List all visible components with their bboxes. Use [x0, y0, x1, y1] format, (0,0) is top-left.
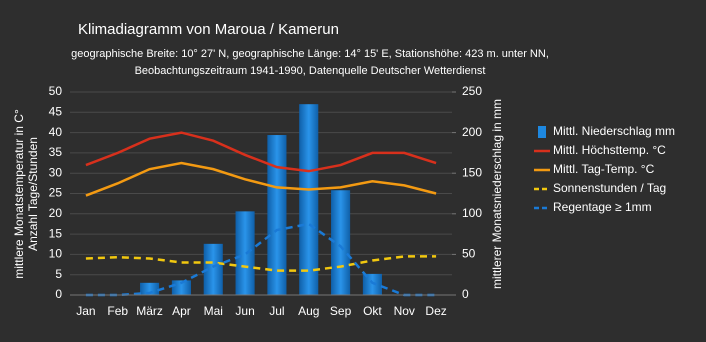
x-tick-label: Aug — [298, 304, 319, 318]
line — [85, 161, 437, 197]
bar — [171, 280, 191, 295]
y2-tick-label: 0 — [462, 287, 469, 301]
x-tick-label: Feb — [107, 304, 128, 318]
y2-axis-label: mittlerer Monatsniederschlag in mm — [490, 99, 504, 289]
bar — [362, 273, 382, 295]
chart-title: Klimadiagramm von Maroua / Kamerun — [78, 21, 339, 38]
y2-tick-label: 150 — [462, 165, 482, 179]
bar — [331, 190, 351, 295]
y-tick-label: 45 — [49, 104, 63, 118]
y2-tick-label: 50 — [462, 247, 476, 261]
bar — [299, 104, 319, 296]
y-tick-label: 0 — [55, 287, 62, 301]
x-tick-label: Mai — [204, 304, 223, 318]
x-tick-label: Dez — [425, 304, 446, 318]
x-tick-label: Jul — [269, 304, 284, 318]
x-tick-label: Jun — [235, 304, 254, 318]
x-tick-label: Apr — [172, 304, 191, 318]
y-tick-label: 20 — [49, 206, 63, 220]
y-tick-label: 5 — [55, 267, 62, 281]
y2-tick-label: 200 — [462, 125, 482, 139]
x-tick-label: Sep — [330, 304, 352, 318]
bar — [267, 135, 287, 295]
line — [85, 255, 437, 272]
subtitle: geographische Breite: 10° 27' N, geograp… — [71, 48, 549, 60]
legend-label: Regentage ≥ 1mm — [553, 200, 652, 214]
y-tick-label: 30 — [49, 165, 63, 179]
y-axis-label: mittlere Monatstemperatur in C° — [12, 109, 26, 279]
x-tick-label: Jan — [76, 304, 95, 318]
x-tick-label: Okt — [363, 304, 382, 318]
x-tick-label: März — [136, 304, 163, 318]
subtitle: Beobachtungszeitraum 1941-1990, Datenque… — [135, 65, 486, 77]
y2-tick-label: 250 — [462, 84, 482, 98]
y-tick-label: 15 — [49, 226, 63, 240]
y-tick-label: 25 — [49, 186, 63, 200]
y-tick-label: 40 — [49, 125, 63, 139]
bar — [140, 282, 160, 295]
x-tick-label: Nov — [394, 304, 415, 318]
bar — [235, 211, 255, 295]
legend-label: Sonnenstunden / Tag — [553, 181, 666, 195]
y-tick-label: 50 — [49, 84, 63, 98]
y-axis-label: Anzahl Tage/Stunden — [26, 137, 40, 251]
legend-label: Mittl. Tag-Temp. °C — [553, 162, 655, 176]
y-tick-label: 35 — [49, 145, 63, 159]
bar — [203, 243, 223, 295]
y-tick-label: 10 — [49, 247, 63, 261]
y2-tick-label: 100 — [462, 206, 482, 220]
legend-label: Mittl. Niederschlag mm — [553, 124, 675, 138]
line — [85, 131, 437, 173]
legend-label: Mittl. Höchsttemp. °C — [553, 143, 666, 157]
legend-swatch — [538, 126, 546, 138]
